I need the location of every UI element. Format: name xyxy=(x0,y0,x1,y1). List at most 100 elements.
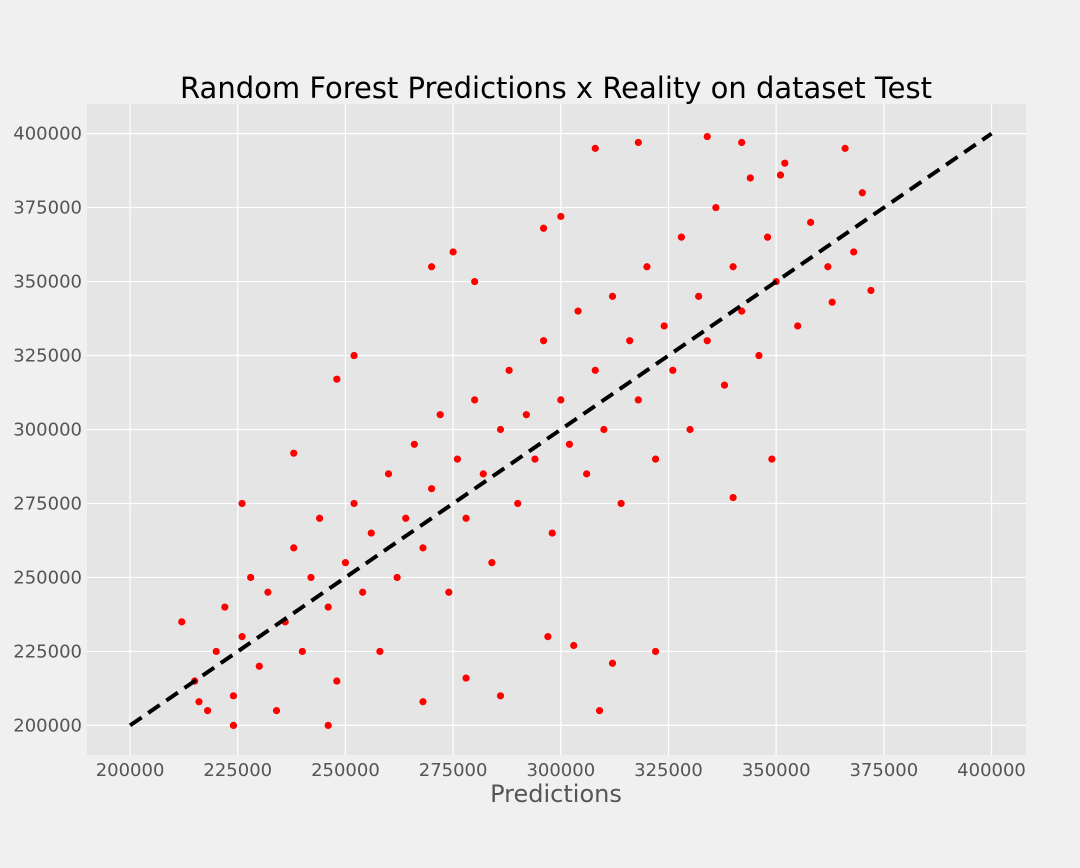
data-point xyxy=(496,425,505,434)
y-tick-label: 325000 xyxy=(13,346,82,367)
data-point xyxy=(324,603,332,611)
data-point xyxy=(178,618,186,626)
data-point xyxy=(479,470,487,478)
data-point xyxy=(651,647,660,656)
data-point xyxy=(462,674,470,682)
x-tick-label: 225000 xyxy=(203,760,272,781)
y-tick-label: 400000 xyxy=(13,124,82,145)
data-point xyxy=(634,138,642,147)
data-point xyxy=(221,603,229,611)
data-point xyxy=(729,263,737,271)
data-point xyxy=(350,351,358,360)
data-point xyxy=(359,588,367,596)
data-point xyxy=(376,647,384,656)
data-point xyxy=(522,411,530,419)
data-point xyxy=(393,573,401,582)
data-point xyxy=(539,224,548,232)
data-point xyxy=(341,559,350,567)
x-tick-label: 375000 xyxy=(849,760,918,781)
data-point xyxy=(828,298,836,306)
data-point xyxy=(651,455,660,463)
data-point xyxy=(462,514,470,522)
reference-line xyxy=(128,131,993,728)
data-point xyxy=(247,573,255,582)
x-tick-label: 300000 xyxy=(526,760,595,781)
y-tick-label: 225000 xyxy=(13,641,82,662)
data-point xyxy=(634,396,642,404)
x-tick-label: 250000 xyxy=(311,760,380,781)
y-tick-label: 300000 xyxy=(13,420,82,441)
data-point xyxy=(324,721,332,730)
data-point xyxy=(436,411,444,419)
data-point xyxy=(669,366,677,374)
reference-line-group xyxy=(128,131,993,728)
data-point xyxy=(867,286,875,295)
data-point xyxy=(410,440,418,448)
data-point xyxy=(617,499,625,508)
grid-lines xyxy=(87,104,1026,755)
data-point xyxy=(720,381,729,389)
data-point xyxy=(574,307,582,315)
data-point xyxy=(548,529,556,537)
data-point xyxy=(703,132,711,141)
x-axis-ticks: 200000 225000 250000 275000 300000 325000 3500… xyxy=(96,760,1026,781)
data-point xyxy=(471,277,479,286)
data-point xyxy=(514,499,522,508)
y-tick-label: 250000 xyxy=(13,567,82,588)
data-point xyxy=(488,559,496,567)
data-point xyxy=(471,396,479,404)
data-point xyxy=(794,322,802,330)
data-point xyxy=(229,721,238,730)
data-point xyxy=(626,337,634,345)
data-point xyxy=(255,662,263,670)
data-point xyxy=(204,707,212,715)
data-point xyxy=(427,263,436,271)
data-point xyxy=(290,449,298,457)
x-tick-label: 350000 xyxy=(742,760,811,781)
data-point xyxy=(738,138,746,147)
data-point xyxy=(427,485,436,493)
data-point xyxy=(729,493,737,502)
data-point xyxy=(686,425,694,434)
data-point xyxy=(333,375,341,383)
data-point xyxy=(557,396,565,404)
data-point xyxy=(738,307,746,315)
data-point xyxy=(557,212,565,221)
data-point xyxy=(583,470,591,478)
data-point xyxy=(419,698,427,706)
data-point xyxy=(229,692,238,700)
x-tick-label: 325000 xyxy=(634,760,703,781)
data-point xyxy=(703,337,711,345)
data-point xyxy=(367,529,375,537)
data-point xyxy=(544,633,552,641)
data-point xyxy=(238,499,246,508)
data-point xyxy=(776,171,785,179)
data-point xyxy=(212,647,220,656)
y-tick-label: 375000 xyxy=(13,198,82,219)
x-tick-label: 275000 xyxy=(419,760,488,781)
data-point xyxy=(333,677,341,685)
data-point xyxy=(677,233,686,241)
data-point xyxy=(858,189,866,197)
data-point xyxy=(505,366,513,374)
data-point xyxy=(643,263,651,271)
y-axis-ticks: 200000 225000 250000 275000 300000 325000 3500… xyxy=(13,124,82,737)
data-point xyxy=(746,174,754,182)
data-point xyxy=(445,588,453,596)
data-point xyxy=(531,455,539,463)
x-axis-label: Predictions xyxy=(490,780,622,808)
data-point xyxy=(850,248,858,256)
data-point xyxy=(238,633,246,641)
x-tick-label: 400000 xyxy=(957,760,1026,781)
data-point xyxy=(449,248,457,256)
data-point xyxy=(807,218,815,226)
data-point xyxy=(384,470,393,478)
data-point xyxy=(419,544,427,552)
data-point xyxy=(539,337,548,345)
data-point xyxy=(755,351,763,360)
y-tick-label: 275000 xyxy=(13,493,82,514)
data-point xyxy=(315,514,324,522)
data-point xyxy=(595,707,604,715)
